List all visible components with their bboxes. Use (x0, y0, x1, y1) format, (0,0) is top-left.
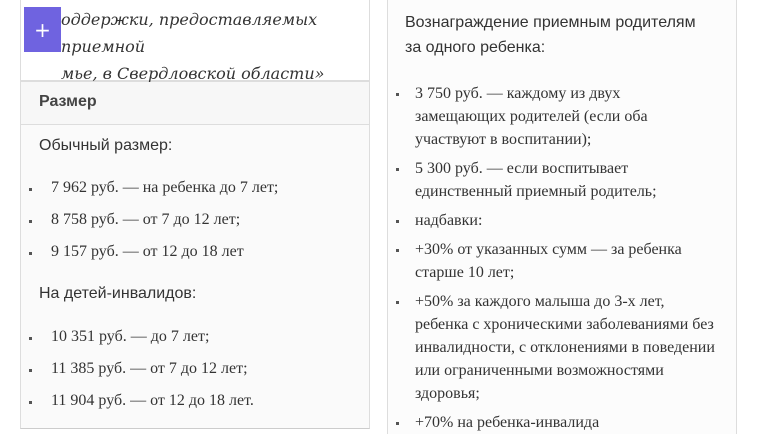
allowance-panel: оддержки, предоставляемых приемной мье, в… (20, 0, 370, 429)
size-header: Размер (21, 82, 369, 125)
quote-line: оддержки, предоставляемых приемной (61, 10, 318, 56)
title-line: Вознаграждение приемным родителям (405, 14, 696, 31)
size-header-label: Размер (39, 93, 97, 110)
list-item: 7 962 руб. — на ребенка до 7 лет; (29, 178, 278, 210)
disabled-children-title: На детей-инвалидов: (39, 285, 197, 302)
list-item: 11 385 руб. — от 7 до 12 лет; (29, 359, 254, 391)
list-item: +50% за каждого малыша до 3-х лет, ребен… (396, 290, 715, 405)
list-item: 3 750 руб. — каждому из двух замещающих … (396, 82, 665, 151)
list-item: 11 904 руб. — от 12 до 18 лет. (29, 391, 254, 423)
disabled-children-list: 10 351 руб. — до 7 лет; 11 385 руб. — от… (29, 327, 254, 423)
regular-size-list: 7 962 руб. — на ребенка до 7 лет; 8 758 … (29, 178, 278, 274)
reward-list: 3 750 руб. — каждому из двух замещающих … (396, 82, 726, 440)
regular-size-title: Обычный размер: (39, 137, 173, 154)
quote-block: оддержки, предоставляемых приемной мье, в… (21, 0, 369, 83)
list-item: 8 758 руб. — от 7 до 12 лет; (29, 210, 278, 242)
list-item: 5 300 руб. — если воспитывает единственн… (396, 157, 665, 203)
reward-panel: Вознаграждение приемным родителям за одно… (387, 0, 737, 434)
list-item: +30% от указанных сумм — за ребенка стар… (396, 238, 705, 284)
quote-text: оддержки, предоставляемых приемной мье, в… (61, 6, 369, 87)
list-item: 10 351 руб. — до 7 лет; (29, 327, 254, 359)
add-button[interactable]: + (24, 7, 61, 52)
list-item: +70% на ребенка-инвалида (396, 411, 726, 434)
list-item: 9 157 руб. — от 12 до 18 лет (29, 242, 278, 274)
list-item: надбавки: (396, 209, 726, 232)
reward-title: Вознаграждение приемным родителям за одно… (405, 10, 696, 60)
title-line: за одного ребенка: (405, 39, 546, 56)
quote-line: мье, в Свердловской области» (61, 64, 325, 83)
